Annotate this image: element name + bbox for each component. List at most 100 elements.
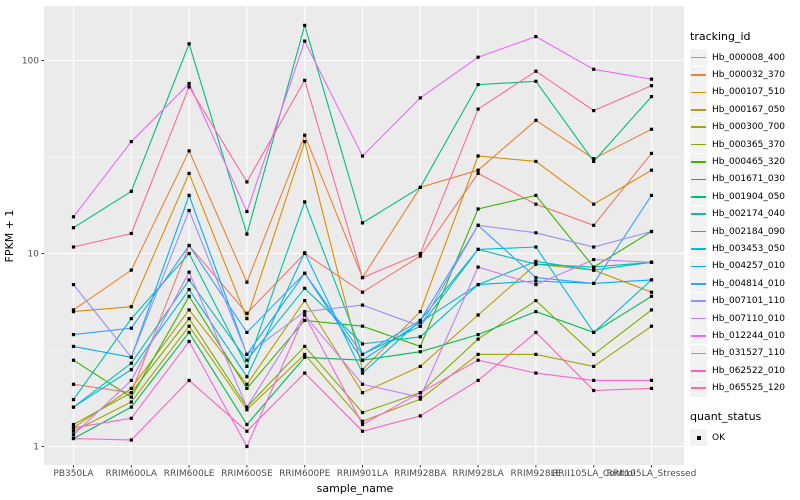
legend-entry: Hb_000107_510 — [690, 83, 800, 101]
svg-text:RRIM928LE: RRIM928LE — [510, 469, 561, 479]
legend-entry-quant-ok: OK — [690, 429, 800, 446]
legend-entry-label: Hb_000032_370 — [712, 70, 786, 81]
legend-entry: Hb_004814_010 — [690, 275, 800, 293]
legend-key-line-icon — [691, 369, 706, 372]
legend-entry: Hb_002184_090 — [690, 223, 800, 241]
y-axis-title: FPKM + 1 — [3, 210, 16, 263]
legend-key-line-icon — [691, 74, 706, 76]
svg-text:RRII105LA_Control: RRII105LA_Control — [552, 469, 635, 479]
legend-entry: Hb_002174_040 — [690, 205, 800, 223]
legend-key-box — [690, 344, 707, 362]
legend-entry: Hb_001904_050 — [690, 188, 800, 206]
legend-key-line-icon — [691, 352, 706, 355]
legend-entry: Hb_004257_010 — [690, 257, 800, 275]
legend-key-box — [690, 292, 707, 310]
legend-key-box — [690, 310, 707, 328]
legend-key-line-icon — [691, 109, 706, 111]
legend-key-line-icon — [691, 300, 706, 302]
legend-entry: Hb_012244_010 — [690, 327, 800, 345]
legend-entries: Hb_000008_400 Hb_000032_370 Hb_000107_510 H… — [690, 49, 800, 397]
legend-entry: Hb_062522_010 — [690, 362, 800, 380]
legend-entry-label: Hb_065525_120 — [712, 383, 786, 394]
x-axis-title: sample_name — [317, 482, 394, 495]
legend-key-line-icon — [691, 230, 706, 233]
legend-entry-label: Hb_031527_110 — [712, 348, 786, 359]
legend-entry-label: Hb_000167_050 — [712, 104, 786, 115]
legend-entry-label: OK — [712, 432, 725, 443]
legend-key-line-icon — [691, 126, 706, 129]
legend-entry: Hb_003453_050 — [690, 240, 800, 258]
legend-key-box — [690, 362, 707, 380]
legend-entry-label: Hb_003453_050 — [712, 243, 786, 254]
legend-title-quant-status: quant_status — [690, 409, 762, 423]
legend-key-box — [690, 49, 707, 67]
legend-key-line-icon — [691, 248, 706, 250]
legend-key-box — [690, 275, 707, 293]
svg-text:RRIM901LA: RRIM901LA — [337, 469, 389, 479]
legend-key-line-icon — [691, 143, 706, 146]
legend-entry: Hb_031527_110 — [690, 344, 800, 362]
legend-key-box — [690, 118, 707, 136]
legend-entry: Hb_000365_370 — [690, 136, 800, 154]
legend-key-box — [690, 66, 707, 84]
svg-text:RRIM600SE: RRIM600SE — [221, 469, 273, 479]
svg-text:1: 1 — [33, 443, 39, 453]
legend-key-line-icon — [691, 161, 706, 163]
legend-entry: Hb_007110_010 — [690, 310, 800, 328]
legend-key-line-icon — [691, 282, 706, 285]
svg-text:RRIM928BA: RRIM928BA — [394, 469, 447, 479]
legend-key-line-icon — [691, 196, 706, 198]
plot-panel — [44, 6, 684, 465]
legend-entry-label: Hb_001671_030 — [712, 174, 786, 185]
legend-entry-label: Hb_062522_010 — [712, 365, 786, 376]
legend-entry-label: Hb_002184_090 — [712, 226, 786, 237]
legend-entry-label: Hb_004814_010 — [712, 278, 786, 289]
legend-key-line-icon — [691, 213, 706, 215]
legend-entry: Hb_000465_320 — [690, 153, 800, 171]
legend-key-box — [690, 170, 707, 188]
legend-entry-label: Hb_004257_010 — [712, 261, 786, 272]
legend-entry-label: Hb_000300_700 — [712, 122, 786, 133]
legend-entry-label: Hb_000107_510 — [712, 87, 786, 98]
svg-text:10: 10 — [28, 250, 40, 260]
legend-key-line-icon — [691, 178, 706, 181]
legend-entry: Hb_000032_370 — [690, 66, 800, 84]
x-axis: PB350LA RRIM600LA RRIM600LE RRIM600SE RRIM60… — [53, 465, 696, 479]
legend-entry-label: Hb_002174_040 — [712, 209, 786, 220]
legend-key-box — [690, 240, 707, 258]
legend-key-box — [690, 83, 707, 101]
legend-entry-label: Hb_012244_010 — [712, 330, 786, 341]
legend-key-box — [690, 223, 707, 241]
legend-key-box — [690, 429, 707, 446]
legend-key-line-icon — [691, 265, 706, 268]
legend-key-box — [690, 136, 707, 154]
legend-entry-label: Hb_007110_010 — [712, 313, 786, 324]
legend-key-line-icon — [691, 335, 706, 337]
legend-entry-label: Hb_000365_370 — [712, 139, 786, 150]
legend-entry-label: Hb_001904_050 — [712, 191, 786, 202]
svg-text:RRIM600PE: RRIM600PE — [279, 469, 331, 479]
square-point-icon — [696, 435, 701, 440]
legend-key-line-icon — [691, 91, 706, 94]
legend-key-box — [690, 205, 707, 223]
svg-text:PB350LA: PB350LA — [53, 469, 94, 479]
legend-entry-label: Hb_000008_400 — [712, 52, 786, 63]
svg-text:100: 100 — [22, 57, 39, 67]
legend-key-box — [690, 153, 707, 171]
series-points — [71, 23, 654, 449]
legend-key-line-icon — [691, 56, 706, 59]
svg-text:RRIM928LA: RRIM928LA — [452, 469, 504, 479]
legend: tracking_id Hb_000008_400 Hb_000032_370 Hb… — [690, 30, 800, 446]
y-axis: 1 10 100 — [22, 57, 44, 453]
legend-key-line-icon — [691, 317, 706, 320]
svg-text:RRIM600LE: RRIM600LE — [164, 469, 215, 479]
svg-text:RRIM600LA: RRIM600LA — [106, 469, 158, 479]
legend-key-line-icon — [691, 387, 706, 389]
legend-entry: Hb_001671_030 — [690, 170, 800, 188]
legend-key-box — [690, 101, 707, 119]
legend-entry: Hb_000167_050 — [690, 101, 800, 119]
legend-entry-label: Hb_007101_110 — [712, 296, 786, 307]
legend-key-box — [690, 188, 707, 206]
